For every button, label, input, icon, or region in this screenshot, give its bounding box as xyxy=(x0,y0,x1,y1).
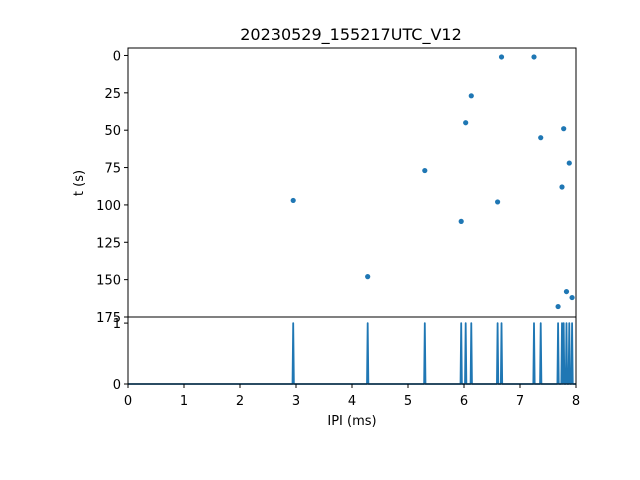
spike-frame xyxy=(127,316,577,385)
y-tick-label: 175 xyxy=(96,311,121,326)
y-tick-label: 150 xyxy=(96,274,121,289)
y-axis-ticks-bottom: 01 xyxy=(113,317,128,393)
scatter-points xyxy=(290,54,575,310)
scatter-point xyxy=(498,54,505,60)
scatter-panel: 20230529_155217UTC_V12 0 25 50 75 100 125 150 1… xyxy=(72,25,577,326)
y-tick-label: 25 xyxy=(104,87,121,102)
scatter-point xyxy=(563,288,570,295)
x-tick-label: 4 xyxy=(348,394,356,409)
x-tick-label: 2 xyxy=(236,394,244,409)
x-tick-label: 8 xyxy=(572,394,580,409)
y-tick-label: 75 xyxy=(104,162,121,177)
x-tick-label: 0 xyxy=(124,394,132,409)
scatter-point xyxy=(463,120,469,126)
scatter-point xyxy=(422,167,428,174)
scatter-point xyxy=(559,184,565,190)
scatter-point xyxy=(458,218,464,224)
y-axis-label-top: t (s) xyxy=(72,170,87,196)
scatter-point xyxy=(290,197,296,204)
y-tick-label: 125 xyxy=(96,236,121,251)
scatter-point xyxy=(555,303,561,310)
scatter-point xyxy=(495,199,501,205)
y-axis-ticks-top: 0 25 50 75 100 125 150 175 xyxy=(96,49,128,326)
spike-line xyxy=(128,322,576,385)
x-tick-label: 6 xyxy=(460,394,468,409)
scatter-point xyxy=(561,126,567,132)
x-tick-label: 3 xyxy=(292,394,300,409)
scatter-frame xyxy=(127,47,577,318)
y-tick-label: 50 xyxy=(104,124,121,139)
x-axis-ticks: 0 1 2 3 4 5 6 7 8 xyxy=(124,384,580,409)
scatter-point xyxy=(365,274,371,280)
y-tick-label: 0 xyxy=(113,378,121,393)
y-tick-label: 100 xyxy=(96,199,121,214)
scatter-point xyxy=(531,54,537,60)
x-axis-label: IPI (ms) xyxy=(327,414,376,429)
x-tick-label: 7 xyxy=(516,394,524,409)
x-tick-label: 1 xyxy=(180,394,188,409)
scatter-point xyxy=(538,135,544,141)
spike-series xyxy=(128,322,576,385)
scatter-point xyxy=(569,294,575,301)
scatter-point xyxy=(468,93,474,99)
chart-title: 20230529_155217UTC_V12 xyxy=(240,25,462,45)
y-tick-label: 1 xyxy=(113,317,121,332)
x-tick-label: 5 xyxy=(404,394,412,409)
y-tick-label: 0 xyxy=(113,49,121,64)
scatter-point xyxy=(566,160,572,166)
